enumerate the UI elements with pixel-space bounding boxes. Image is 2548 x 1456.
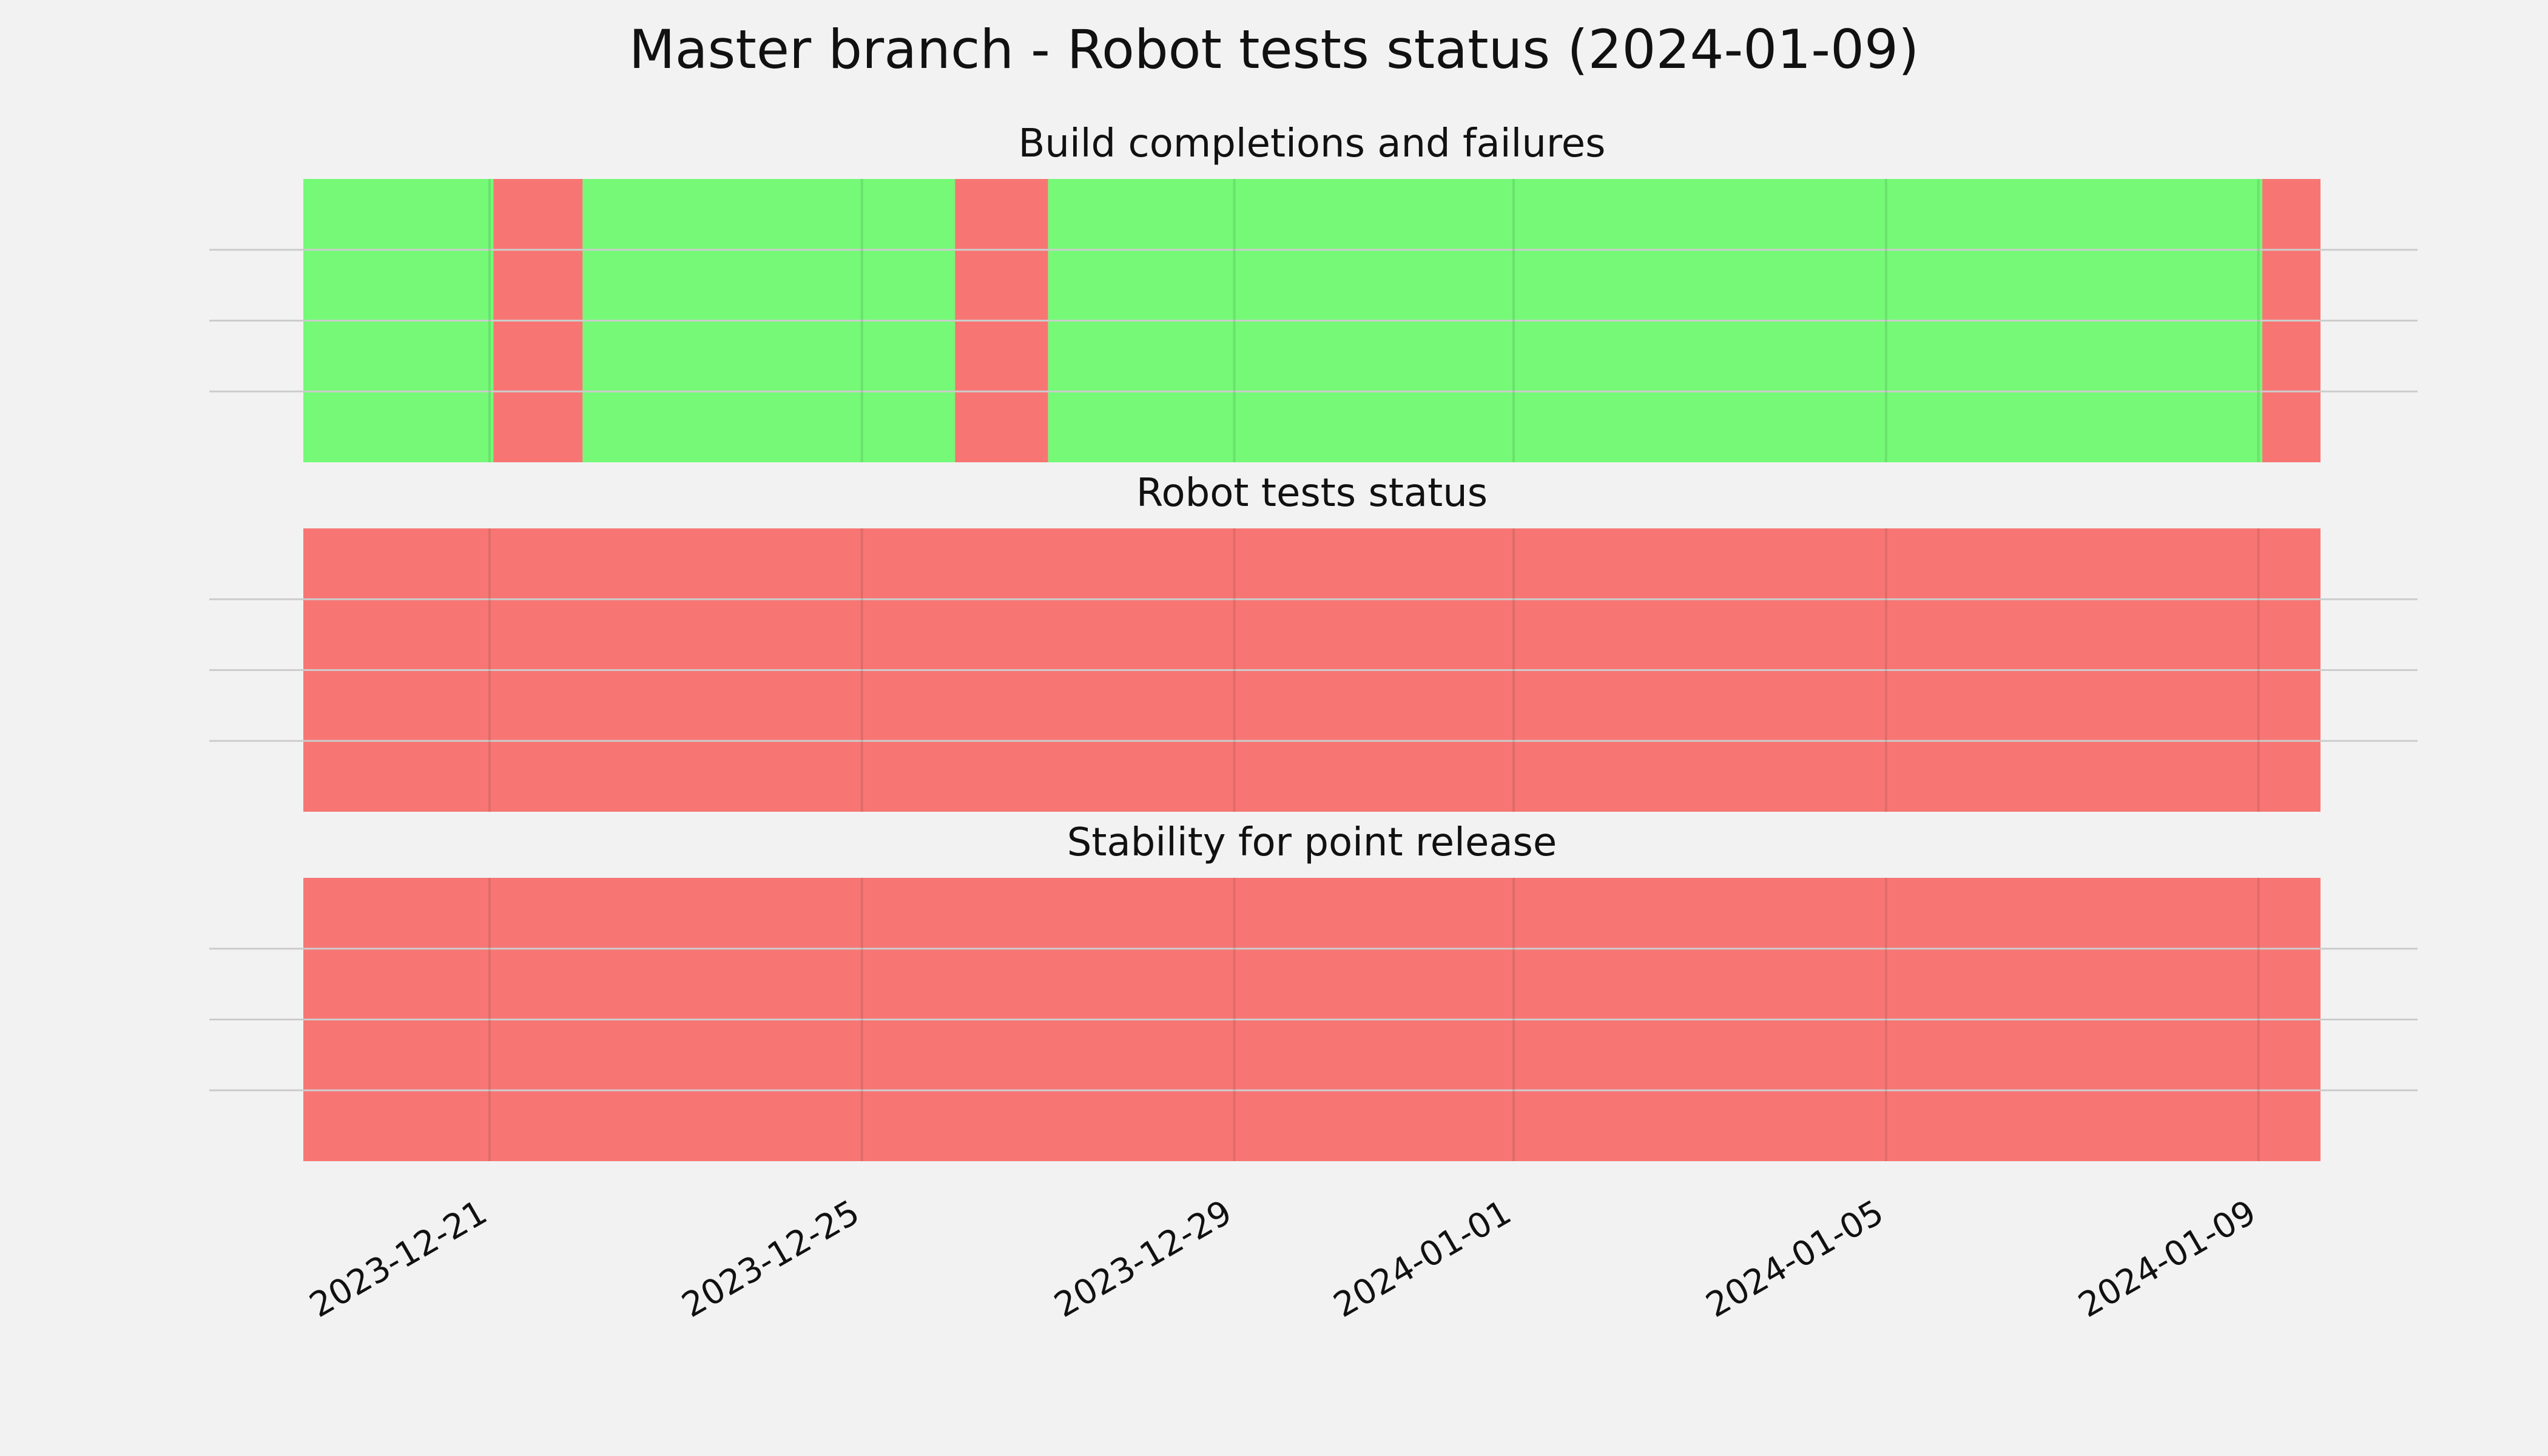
- panel-3: Stability for point release: [209, 820, 2418, 1161]
- panel-title: Build completions and failures: [1019, 121, 1606, 166]
- panel-title: Robot tests status: [1136, 471, 1488, 516]
- panel-title: Stability for point release: [1067, 820, 1557, 865]
- panels: Build completions and failures Robot test…: [209, 121, 2418, 1161]
- panel-2: Robot tests status: [209, 471, 2418, 812]
- chart-title: Master branch - Robot tests status (2024…: [629, 18, 1919, 81]
- panel-1: Build completions and failures: [209, 121, 2418, 462]
